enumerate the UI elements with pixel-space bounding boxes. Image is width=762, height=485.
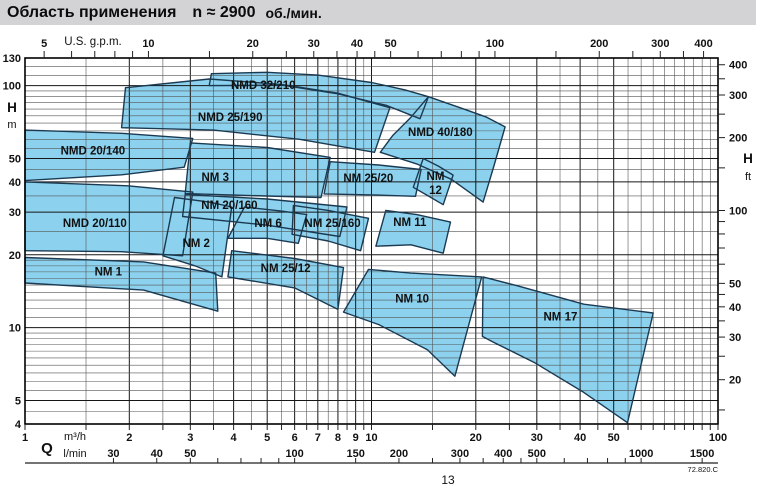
- top-axis-tick-label: 300: [651, 38, 669, 50]
- right-axis-tick-label: 400: [729, 60, 747, 72]
- right-axis-unit-label: ft: [745, 171, 751, 183]
- top-axis-tick-label: 100: [486, 38, 504, 50]
- bottom-m3h-tick-label: 6: [292, 432, 298, 444]
- bottom-m3h-tick-label: 30: [531, 432, 543, 444]
- bottom-m3h-tick-label: 4: [231, 432, 238, 444]
- bottom-m3h-unit-label: m³/h: [64, 431, 86, 443]
- bottom-m3h-tick-label: 10: [365, 432, 377, 444]
- left-axis-tick-label: 50: [9, 153, 21, 165]
- bottom-axis-title: Q: [41, 440, 53, 457]
- bottom-lmin-unit-label: l/min: [63, 448, 86, 460]
- region-label-nm-12: 12: [429, 185, 442, 197]
- bottom-m3h-tick-label: 20: [470, 432, 482, 444]
- left-axis-tick-label: 20: [9, 250, 21, 262]
- region-label-nmd-20-110: NMD 20/110: [63, 218, 127, 230]
- top-axis-tick-label: 200: [590, 38, 608, 50]
- region-label-nm-25-160: NM 25/160: [304, 218, 360, 230]
- region-label-nm-3: NM 3: [201, 172, 228, 184]
- top-axis-tick-label: 40: [351, 38, 363, 50]
- application-range-chart: NMD 20/140 NMD 20/110 NM 1 NMD 25/190 NMD 32…: [0, 0, 762, 485]
- right-axis-tick-label: 50: [729, 278, 741, 290]
- region-label-nmd-20-140: NMD 20/140: [61, 145, 126, 157]
- top-axis-tick-label: 20: [247, 38, 259, 50]
- region-label-nm-20-160: NM 20/160: [201, 200, 257, 212]
- right-axis-tick-label: 200: [729, 133, 747, 145]
- region-label-nm-2: NM 2: [182, 238, 209, 250]
- bottom-m3h-tick-label: 5: [264, 432, 270, 444]
- right-axis-title: H: [743, 151, 753, 166]
- top-axis-tick-label: 400: [694, 38, 712, 50]
- bottom-m3h-tick-label: 50: [608, 432, 620, 444]
- region-label-nmd-40-180: NMD 40/180: [408, 127, 473, 139]
- region-label-nm-25-20: NM 25/20: [343, 173, 393, 185]
- top-axis-unit-label: U.S. g.p.m.: [64, 36, 122, 48]
- pump-application-chart-page: Область применения n ≈ 2900 об./мин. NMD…: [0, 0, 762, 485]
- region-fill-nm-3: [185, 143, 330, 198]
- left-axis-tick-label: 10: [9, 323, 21, 335]
- right-axis-tick-label: 300: [729, 90, 747, 102]
- region-label-nm-6: NM 6: [254, 218, 281, 230]
- right-axis-tick-label: 20: [729, 375, 741, 387]
- bottom-m3h-tick-label: 7: [315, 432, 321, 444]
- bottom-m3h-tick-label: 8: [335, 432, 341, 444]
- left-axis-tick-label: 100: [3, 81, 21, 93]
- left-axis-tick-label: 40: [9, 177, 21, 189]
- bottom-m3h-tick-label: 9: [353, 432, 359, 444]
- left-axis-tick-label: 130: [3, 53, 21, 65]
- grid: [25, 58, 718, 424]
- top-axis-tick-label: 30: [308, 38, 320, 50]
- left-axis-tick-label: 4: [15, 419, 22, 431]
- right-axis-tick-label: 40: [729, 302, 741, 314]
- region-label-nm-1: NM 1: [95, 266, 123, 278]
- region-label-nm-11: NM 11: [393, 217, 427, 229]
- top-axis-tick-label: 10: [142, 38, 154, 50]
- left-axis-unit-label: m: [7, 119, 16, 131]
- bottom-m3h-tick-label: 3: [187, 432, 193, 444]
- left-axis-tick-label: 5: [15, 396, 21, 408]
- left-axis-tick-label: 30: [9, 207, 21, 219]
- bottom-m3h-tick-label: 100: [709, 432, 727, 444]
- region-label-nm-17: NM 17: [544, 312, 578, 324]
- region-label-nmd-25-190: NMD 25/190: [198, 112, 263, 124]
- right-axis-tick-label: 30: [729, 332, 741, 344]
- bottom-m3h-tick-label: 1: [22, 432, 28, 444]
- top-axis-tick-label: 5: [41, 38, 47, 50]
- drawing-code: 72.820.C: [688, 465, 719, 474]
- page-number: 13: [441, 473, 455, 485]
- region-fill-nm-10: [344, 269, 482, 376]
- region-label-nmd-32-210: NMD 32/210: [231, 80, 296, 92]
- region-label-nm-12: NM: [427, 171, 445, 183]
- bottom-m3h-tick-label: 40: [574, 432, 586, 444]
- bottom-m3h-tick-label: 2: [126, 432, 132, 444]
- right-axis-tick-label: 100: [729, 205, 747, 217]
- left-axis-title: H: [7, 100, 17, 115]
- region-label-nm-25-12: NM 25/12: [261, 263, 311, 275]
- region-label-nm-10: NM 10: [395, 293, 429, 305]
- top-axis-tick-label: 50: [385, 38, 397, 50]
